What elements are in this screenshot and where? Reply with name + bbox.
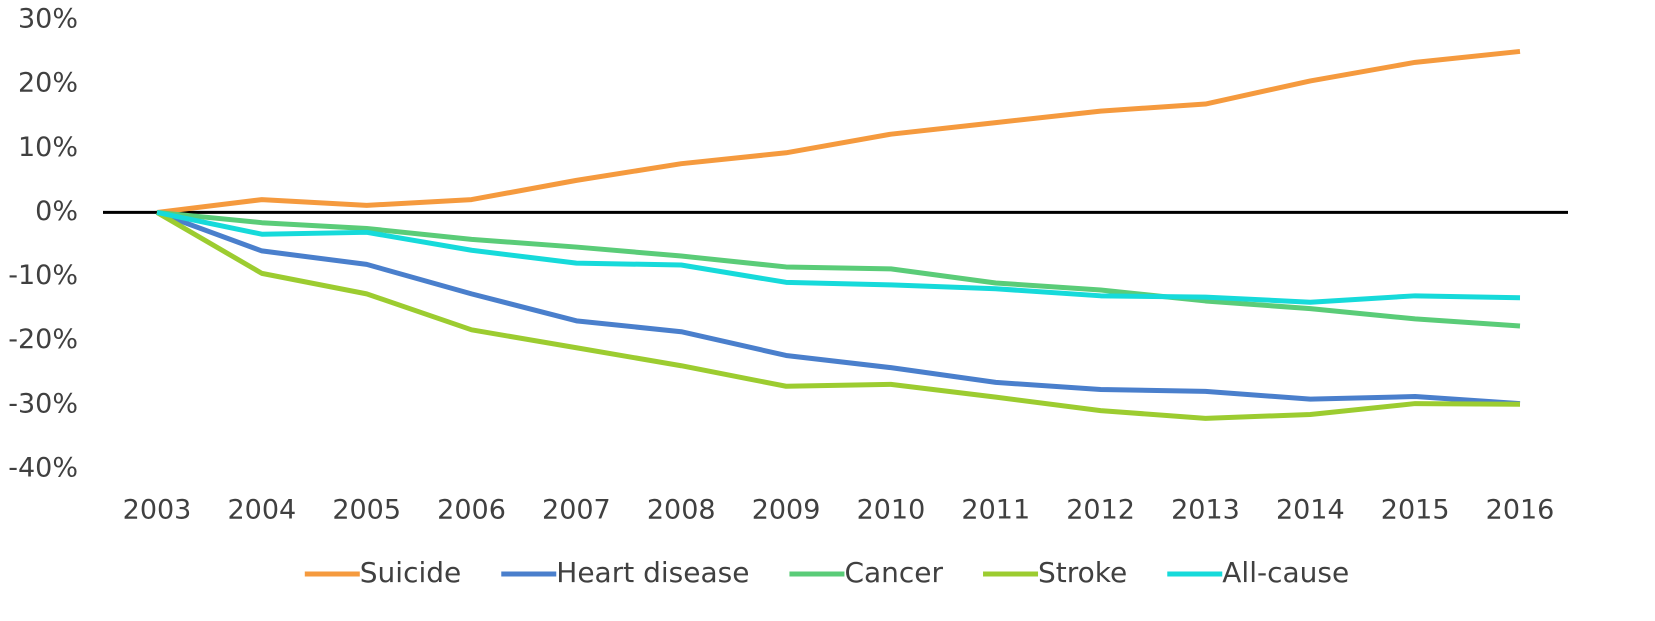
x-tick-label: 2003 <box>123 495 192 526</box>
x-tick-label: 2010 <box>857 495 926 526</box>
x-tick-label: 2007 <box>542 495 611 526</box>
legend-label: Stroke <box>1038 556 1127 589</box>
data-line <box>156 48 1521 215</box>
x-tick-label: 2015 <box>1381 495 1450 526</box>
y-tick-label: -20% <box>8 324 78 355</box>
x-tick-label: 2008 <box>647 495 716 526</box>
legend-label: Cancer <box>844 556 943 589</box>
data-line <box>156 209 1521 329</box>
x-tick-label: 2014 <box>1276 495 1345 526</box>
x-tick-label: 2006 <box>437 495 506 526</box>
y-tick-label: -30% <box>8 388 78 419</box>
y-tick-label: -40% <box>8 453 78 484</box>
legend-label: Heart disease <box>556 556 749 589</box>
x-tick-label: 2009 <box>752 495 821 526</box>
y-tick-label: 30% <box>18 4 78 35</box>
y-tick-label: 10% <box>18 132 78 163</box>
y-tick-label: -10% <box>8 260 78 291</box>
data-line <box>156 210 1521 407</box>
y-tick-label: 0% <box>35 196 78 227</box>
x-tick-label: 2011 <box>961 495 1030 526</box>
data-line <box>155 210 1521 421</box>
data-line <box>156 209 1521 305</box>
x-tick-label: 2012 <box>1066 495 1135 526</box>
x-tick-label: 2016 <box>1486 495 1555 526</box>
x-tick-label: 2004 <box>227 495 296 526</box>
x-tick-label: 2005 <box>332 495 401 526</box>
legend-label: Suicide <box>360 556 461 589</box>
legend-label: All-cause <box>1222 556 1349 589</box>
x-tick-label: 2013 <box>1171 495 1240 526</box>
y-tick-label: 20% <box>18 68 78 99</box>
